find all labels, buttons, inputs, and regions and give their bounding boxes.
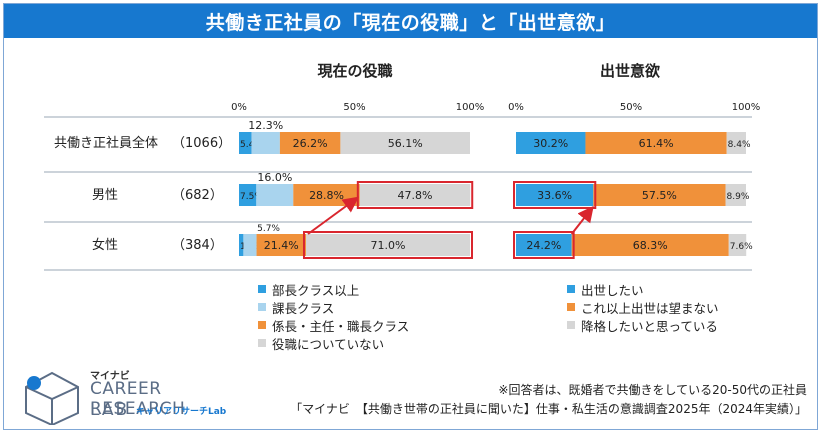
category-n: （1066） [172, 136, 231, 151]
logo-brand: マイナビ [90, 371, 130, 382]
data-label: 57.5% [642, 189, 677, 202]
legend-ambition: 出世したいこれ以上出世は望まない 降格したいと思っている [567, 280, 719, 334]
bar-segment [256, 234, 306, 256]
bar-segment [243, 234, 257, 256]
bar-segment [726, 132, 746, 154]
legend-label: これ以上出世は望まない [581, 300, 719, 316]
legend-swatch [258, 321, 266, 329]
legend-item: 課長クラス [258, 298, 409, 316]
logo-line1: CAREER RESEARCH [90, 379, 186, 419]
legend-label: 降格したいと思っている [581, 318, 718, 334]
legend-swatch [567, 285, 575, 293]
bar-segment [256, 184, 294, 206]
panel-title: 現在の役職 [317, 62, 392, 80]
data-label: 24.2% [526, 239, 561, 252]
data-label: 30.2% [533, 137, 568, 150]
data-label: 5.7% [257, 224, 280, 234]
category-label: 男性 [92, 188, 118, 203]
bar-segment [279, 132, 341, 154]
category-label: 女性 [92, 237, 118, 253]
legend-label: 出世したい [581, 282, 644, 298]
legend-item: 出世したい [567, 280, 719, 298]
respondents-note: ※回答者は、既婚者で共働きをしている20-50代の正社員 [498, 383, 807, 397]
legend-swatch [567, 321, 575, 329]
tick-label: 50% [343, 102, 365, 113]
tick-label: 100% [732, 102, 761, 113]
tick-label: 0% [231, 102, 247, 113]
legend-item: これ以上出世は望まない [567, 298, 719, 316]
bar-segment [305, 234, 470, 256]
legend-position: 部長クラス以上 課長クラス係長・主任・職長クラス 役職についていない [258, 280, 409, 352]
bar-segment [239, 132, 252, 154]
bar-segment [725, 184, 746, 206]
legend-swatch [567, 303, 575, 311]
legend-swatch [258, 339, 266, 347]
data-label: 61.4% [639, 137, 674, 150]
data-label: 12.3% [248, 119, 283, 132]
data-label: 8.4% [728, 140, 751, 150]
category-n: （682） [172, 188, 223, 203]
data-label: 16.0% [257, 171, 292, 184]
legend-item: 役職についていない [258, 334, 409, 352]
figure-title: 共働き正社員の「現在の役職」と「出世意欲」 [4, 4, 817, 38]
legend-label: 役職についていない [272, 336, 385, 352]
data-label: 56.1% [388, 137, 423, 150]
source-note: 「マイナビ 【共働き世帯の正社員に聞いた】仕事・私生活の意識調査2025年（20… [290, 402, 807, 416]
bar-segment [359, 184, 471, 206]
bar-segment [516, 234, 572, 256]
legend-item: 係長・主任・職長クラス [258, 316, 409, 334]
highlight-box [356, 181, 474, 209]
data-label: 33.6% [537, 189, 572, 202]
data-label: 47.8% [398, 189, 433, 202]
career-research-lab-logo: マイナビ CAREER RESEARCH LAB キャリアリサーチLab [18, 367, 248, 425]
bar-segment [585, 132, 727, 154]
tick-label: 0% [508, 102, 524, 113]
data-label: 26.2% [293, 137, 328, 150]
bar-segment [728, 234, 747, 256]
data-label: 7.6% [730, 242, 753, 252]
bar-segment [593, 184, 726, 206]
bar-segment [516, 132, 586, 154]
highlight-box [513, 231, 575, 259]
tick-label: 50% [620, 102, 642, 113]
logo-line2: LAB [90, 400, 130, 420]
data-label: 8.9% [727, 192, 750, 202]
highlight-box [302, 231, 473, 259]
bar-segment [516, 184, 594, 206]
bar-segment [239, 184, 257, 206]
data-label: 7.5% [240, 192, 263, 202]
data-label: 28.8% [309, 189, 344, 202]
tick-label: 100% [456, 102, 485, 113]
legend-item: 降格したいと思っている [567, 316, 719, 334]
legend-swatch [258, 303, 266, 311]
data-label: 21.4% [264, 239, 299, 252]
highlight-arrow [570, 205, 594, 235]
bar-segment [251, 132, 280, 154]
legend-item: 部長クラス以上 [258, 280, 409, 298]
logo-cube-icon [25, 371, 79, 425]
highlight-box [513, 181, 597, 209]
category-label: 共働き正社員全体 [54, 135, 158, 151]
legend-label: 部長クラス以上 [272, 282, 360, 298]
highlight-arrow [307, 196, 360, 235]
bar-segment [340, 132, 470, 154]
bar-segment [239, 234, 244, 256]
data-label: 68.3% [633, 239, 668, 252]
legend-swatch [258, 285, 266, 293]
figure-frame [3, 3, 818, 430]
data-label: 71.0% [371, 239, 406, 252]
logo-line3: キャリアリサーチLab [136, 407, 227, 417]
category-n: （384） [172, 238, 223, 253]
bar-segment [571, 234, 729, 256]
panel-title: 出世意欲 [600, 62, 660, 80]
legend-label: 係長・主任・職長クラス [272, 318, 410, 334]
legend-label: 課長クラス [272, 300, 335, 316]
